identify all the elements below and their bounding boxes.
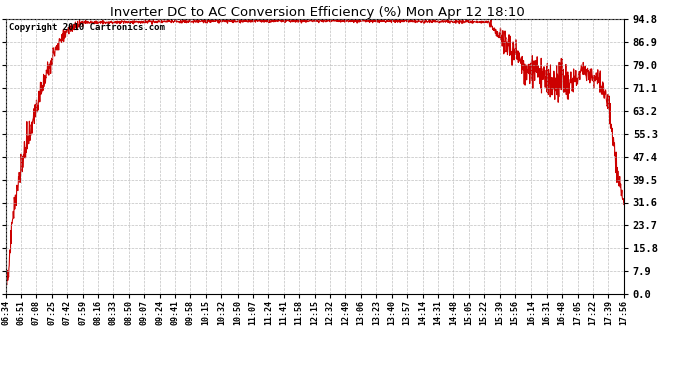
Text: Copyright 2010 Cartronics.com: Copyright 2010 Cartronics.com <box>8 23 164 32</box>
Text: Inverter DC to AC Conversion Efficiency (%) Mon Apr 12 18:10: Inverter DC to AC Conversion Efficiency … <box>110 6 525 19</box>
